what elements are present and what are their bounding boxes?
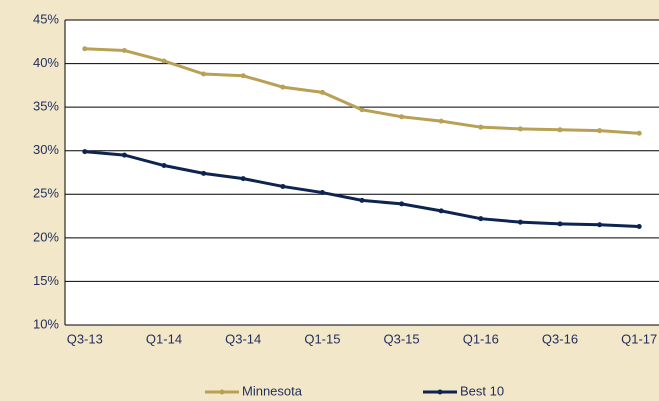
y-tick-label: 20% — [33, 229, 59, 244]
point — [399, 201, 405, 207]
point — [240, 73, 246, 79]
legend-marker — [219, 389, 225, 395]
legend-label: Minnesota — [242, 383, 303, 398]
x-tick-label: Q1-16 — [463, 331, 499, 346]
point — [636, 224, 642, 230]
point — [636, 130, 642, 136]
point — [121, 152, 127, 158]
point — [319, 89, 325, 95]
point — [597, 222, 603, 228]
y-tick-label: 25% — [33, 186, 59, 201]
x-tick-label: Q3-14 — [225, 331, 261, 346]
y-tick-label: 30% — [33, 142, 59, 157]
plot-area — [65, 20, 659, 325]
point — [240, 176, 246, 182]
point — [280, 84, 286, 90]
point — [597, 128, 603, 134]
y-tick-label: 10% — [33, 316, 59, 331]
point — [359, 197, 365, 203]
y-tick-label: 15% — [33, 273, 59, 288]
point — [359, 107, 365, 113]
y-tick-label: 40% — [33, 55, 59, 70]
point — [438, 118, 444, 124]
x-tick-label: Q1-15 — [304, 331, 340, 346]
point — [438, 208, 444, 214]
x-tick-label: Q3-15 — [384, 331, 420, 346]
legend-label: Best 10 — [460, 383, 504, 398]
point — [517, 126, 523, 132]
legend-marker — [437, 389, 443, 395]
point — [82, 46, 88, 52]
point — [517, 219, 523, 225]
point — [82, 149, 88, 155]
point — [478, 124, 484, 130]
point — [121, 48, 127, 53]
point — [319, 190, 325, 196]
point — [478, 216, 484, 222]
point — [161, 58, 167, 64]
y-tick-label: 45% — [33, 11, 59, 26]
x-tick-label: Q1-17 — [621, 331, 657, 346]
point — [201, 71, 207, 77]
x-tick-label: Q3-13 — [67, 331, 103, 346]
point — [280, 183, 286, 189]
x-tick-label: Q3-16 — [542, 331, 578, 346]
point — [161, 163, 167, 169]
point — [201, 170, 207, 176]
point — [557, 221, 563, 227]
point — [399, 114, 405, 120]
y-tick-label: 35% — [33, 99, 59, 114]
x-tick-label: Q1-14 — [146, 331, 182, 346]
point — [557, 127, 563, 133]
